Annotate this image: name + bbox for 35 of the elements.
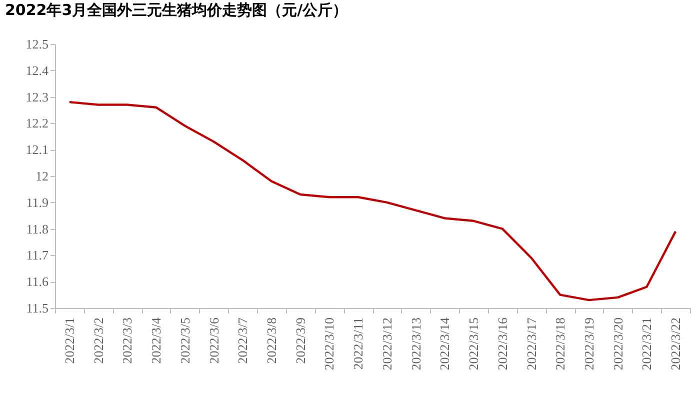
x-tick-label: 2022/3/18 bbox=[552, 318, 568, 370]
x-tick-label: 2022/3/3 bbox=[120, 318, 135, 364]
x-tick-label: 2022/3/17 bbox=[524, 317, 539, 370]
x-tick-label: 2022/3/21 bbox=[639, 318, 654, 370]
y-tick-label: 11.9 bbox=[26, 194, 48, 210]
y-tick-label: 11.8 bbox=[26, 221, 48, 236]
x-tick-label: 2022/3/6 bbox=[206, 317, 222, 364]
y-tick-label: 12.5 bbox=[26, 36, 48, 52]
y-tick-label: 12.2 bbox=[26, 116, 48, 131]
x-tick-label: 2022/3/20 bbox=[610, 318, 626, 370]
y-tick-label: 12.3 bbox=[26, 89, 48, 104]
x-tick-label: 2022/3/19 bbox=[581, 318, 596, 370]
y-tick-label: 12.4 bbox=[26, 62, 49, 78]
y-tick-label: 12.1 bbox=[26, 142, 48, 158]
y-tick-label: 11.7 bbox=[26, 248, 49, 263]
x-tick-label: 2022/3/8 bbox=[264, 318, 279, 364]
x-tick-label: 2022/3/2 bbox=[90, 318, 106, 364]
x-tick-label: 2022/3/11 bbox=[350, 318, 366, 370]
x-tick-label: 2022/3/13 bbox=[408, 318, 424, 370]
x-tick-label: 2022/3/10 bbox=[322, 318, 337, 370]
x-tick-label: 2022/3/15 bbox=[466, 318, 482, 370]
x-tick-label: 2022/3/12 bbox=[379, 318, 394, 370]
chart-title: 2022年3月全国外三元生猪均价走势图（元/公斤） bbox=[5, 1, 348, 19]
x-tick-label: 2022/3/16 bbox=[494, 317, 510, 370]
y-tick-label: 11.6 bbox=[26, 274, 49, 290]
x-tick-label: 2022/3/22 bbox=[668, 318, 684, 370]
x-tick-label: 2022/3/4 bbox=[148, 317, 164, 364]
x-tick-label: 2022/3/14 bbox=[437, 317, 452, 370]
line-series bbox=[68, 100, 677, 302]
x-tick-label: 2022/3/9 bbox=[292, 318, 308, 364]
x-tick-label: 2022/3/5 bbox=[177, 318, 192, 364]
x-tick-label: 2022/3/1 bbox=[62, 318, 77, 364]
y-tick-label: 11.5 bbox=[26, 300, 48, 316]
x-tick-label: 2022/3/7 bbox=[235, 317, 250, 364]
y-tick-label: 12 bbox=[36, 168, 48, 184]
